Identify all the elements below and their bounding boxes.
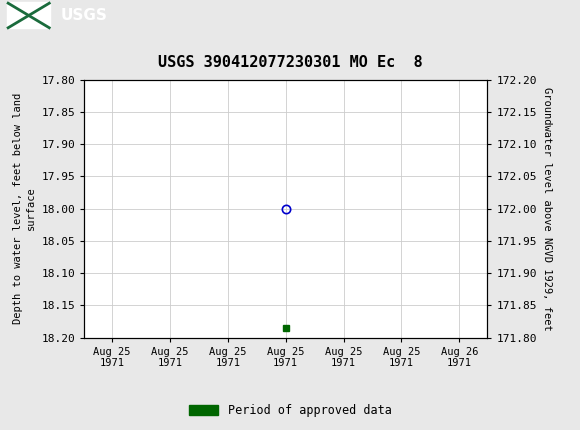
- Y-axis label: Groundwater level above NGVD 1929, feet: Groundwater level above NGVD 1929, feet: [542, 87, 552, 330]
- Text: USGS: USGS: [61, 8, 108, 23]
- Text: USGS 390412077230301 MO Ec  8: USGS 390412077230301 MO Ec 8: [158, 55, 422, 70]
- Legend: Period of approved data: Period of approved data: [184, 399, 396, 422]
- Y-axis label: Depth to water level, feet below land
surface: Depth to water level, feet below land su…: [13, 93, 36, 324]
- Bar: [7, 3, 50, 28]
